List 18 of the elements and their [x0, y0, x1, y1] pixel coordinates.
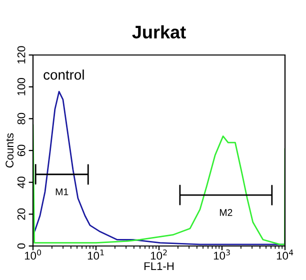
annotation: control: [44, 70, 84, 80]
x-tick-label: 10$^{1}$: [88, 250, 104, 260]
y-tick-label: 80: [17, 112, 26, 124]
chart-title: Jurkat: [132, 25, 186, 39]
annotation: M2: [220, 209, 232, 216]
y-axis-title: Counts: [6, 133, 14, 168]
y-tick-label: 20: [17, 208, 26, 220]
y-tick-label: 60: [17, 144, 26, 156]
annotation: M1: [56, 188, 68, 196]
y-tick-label: 120: [17, 46, 26, 64]
x-tick-label: 10$^{3}$: [214, 249, 230, 260]
y-tick-label: 100: [17, 78, 26, 96]
x-tick-label: 10$^{4}$: [276, 250, 294, 260]
y-tick-label: 40: [17, 176, 26, 188]
x-tick-label: 10$^{2}$: [150, 249, 167, 260]
y-tick-label: 0: [17, 243, 26, 249]
x-axis-title: FL1-H: [144, 262, 174, 270]
x-tick-label: 10$^{0}$: [24, 249, 42, 260]
